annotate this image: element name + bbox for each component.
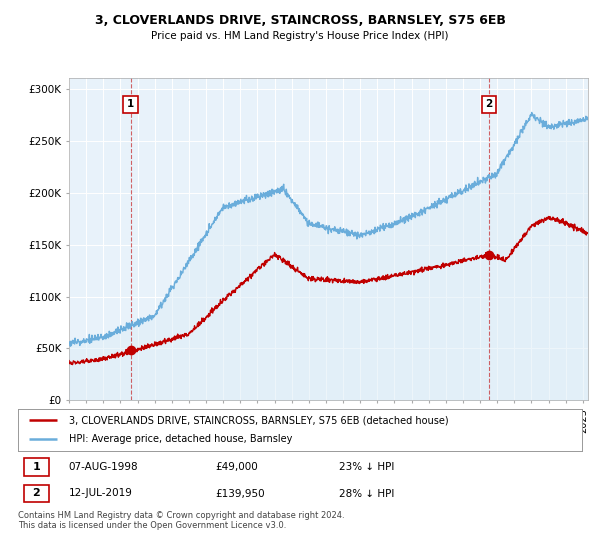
- Text: 2: 2: [485, 99, 493, 109]
- Text: 2: 2: [32, 488, 40, 498]
- Text: 23% ↓ HPI: 23% ↓ HPI: [340, 462, 395, 472]
- Text: 3, CLOVERLANDS DRIVE, STAINCROSS, BARNSLEY, S75 6EB: 3, CLOVERLANDS DRIVE, STAINCROSS, BARNSL…: [95, 14, 505, 27]
- Text: £139,950: £139,950: [215, 488, 265, 498]
- Text: Price paid vs. HM Land Registry's House Price Index (HPI): Price paid vs. HM Land Registry's House …: [151, 31, 449, 41]
- Text: HPI: Average price, detached house, Barnsley: HPI: Average price, detached house, Barn…: [69, 435, 292, 445]
- Text: 07-AUG-1998: 07-AUG-1998: [69, 462, 139, 472]
- Bar: [23, 484, 49, 502]
- Bar: [23, 458, 49, 476]
- Text: 1: 1: [32, 462, 40, 472]
- Text: Contains HM Land Registry data © Crown copyright and database right 2024.
This d: Contains HM Land Registry data © Crown c…: [18, 511, 344, 530]
- Text: 3, CLOVERLANDS DRIVE, STAINCROSS, BARNSLEY, S75 6EB (detached house): 3, CLOVERLANDS DRIVE, STAINCROSS, BARNSL…: [69, 415, 448, 425]
- Text: 1: 1: [127, 99, 134, 109]
- Text: £49,000: £49,000: [215, 462, 258, 472]
- Text: 12-JUL-2019: 12-JUL-2019: [69, 488, 133, 498]
- Text: 28% ↓ HPI: 28% ↓ HPI: [340, 488, 395, 498]
